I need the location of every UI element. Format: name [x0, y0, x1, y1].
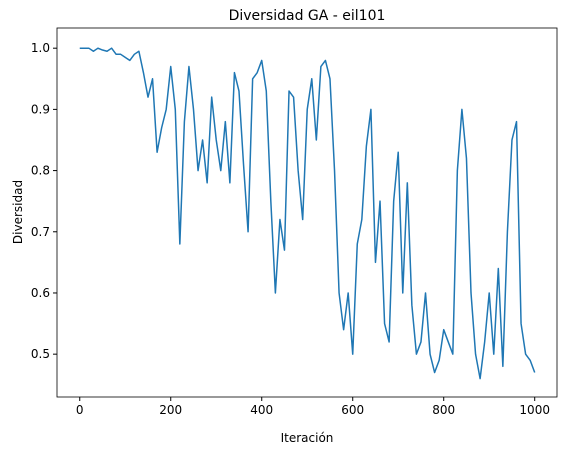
x-axis-label: Iteración — [281, 431, 334, 445]
x-tick-label: 0 — [76, 403, 84, 417]
x-tick-label: 200 — [159, 403, 182, 417]
y-tick-label: 0.7 — [31, 225, 50, 239]
y-axis-label: Diversidad — [11, 180, 25, 244]
y-tick-label: 0.6 — [31, 286, 50, 300]
chart-title: Diversidad GA - eil101 — [229, 8, 386, 24]
y-tick-label: 0.8 — [31, 164, 50, 178]
line-series — [79, 47, 536, 380]
plot-frame — [56, 27, 558, 398]
y-tick-label: 1.0 — [31, 41, 50, 55]
x-tick-label: 600 — [341, 403, 364, 417]
y-tick-label: 0.9 — [31, 102, 50, 116]
x-tick-label: 1000 — [519, 403, 550, 417]
x-tick-label: 800 — [432, 403, 455, 417]
y-tick-label: 0.5 — [31, 347, 50, 361]
x-tick-label: 400 — [250, 403, 273, 417]
